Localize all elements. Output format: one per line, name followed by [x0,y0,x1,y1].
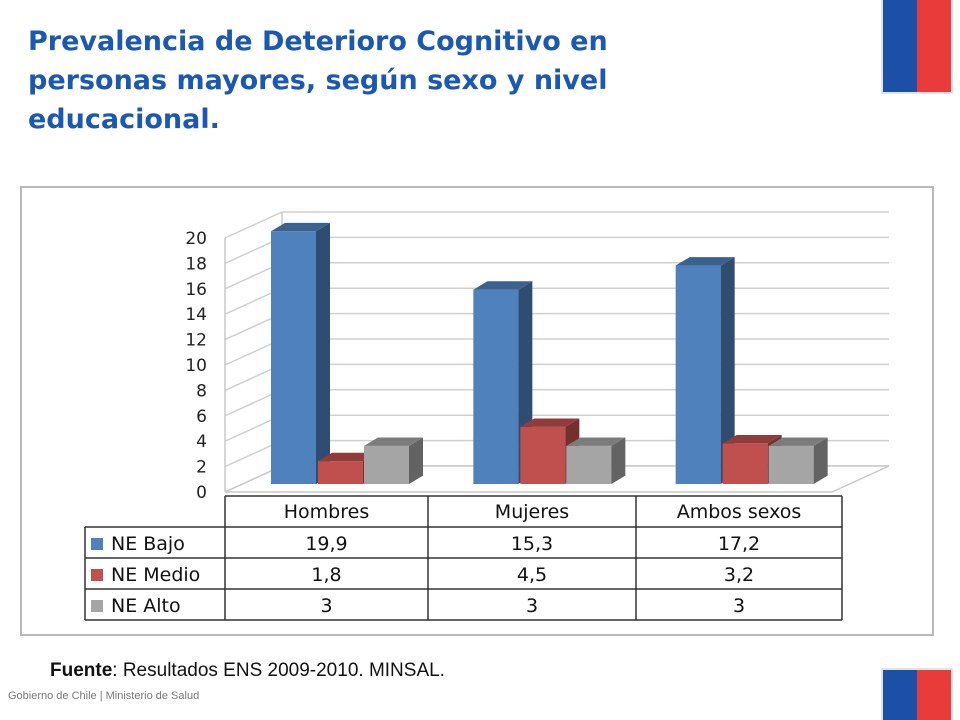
category-label: Hombres [284,501,369,523]
data-label: 3,2 [724,564,754,586]
chile-flag-bottom [883,670,951,720]
bar-side [409,437,423,484]
bar-front [675,265,721,484]
bar-front [271,231,316,484]
category-label: Ambos sexos [677,501,802,523]
y-tick-label: 4 [196,432,207,452]
data-label: 1,8 [311,564,341,586]
y-tick-label: 6 [196,407,207,427]
bar-side [316,222,330,484]
y-tick-label: 14 [185,305,207,325]
bar-top [675,257,735,266]
bar-top [722,434,782,444]
bar-front [722,443,768,484]
bar-side [720,257,735,484]
bar-front [364,445,409,484]
slide-title: Prevalencia de Deterioro Cognitivo en pe… [28,26,608,135]
bar-top [520,418,580,427]
series-label: NE Medio [111,564,200,586]
source-note: Fuente: Resultados ENS 2009-2010. MINSAL… [50,660,445,682]
bar-front [768,445,814,484]
bar-front [318,461,363,484]
prevalence-chart: 0 2 4 6 8 10 12 14 16 18 20 Hombres Mujeres Ambos sex… [84,211,890,621]
data-label: 17,2 [718,533,760,555]
bar-front [473,289,519,484]
bar-top [566,437,626,446]
bar-front [566,445,612,484]
data-label: 15,3 [511,533,553,555]
bar-top [768,437,828,446]
footer-credit: Gobierno de Chile | Ministerio de Salud [8,690,200,702]
bar-front [520,426,566,484]
bar-side [611,437,626,484]
y-tick-label: 16 [185,280,207,300]
bar-top [271,222,330,232]
y-tick-label: 0 [196,483,207,503]
source-text: : Resultados ENS 2009-2010. MINSAL. [112,660,445,681]
chart-panel: 0 2 4 6 8 10 12 14 16 18 20 Hombres Mujeres Ambos sex… [20,186,934,636]
source-label: Fuente [50,660,113,681]
y-tick-label: 10 [185,356,207,376]
y-tick-label: 8 [196,381,207,401]
data-label: 3 [526,595,538,617]
y-tick-label: 20 [185,229,207,249]
category-label: Mujeres [495,501,569,523]
data-label: 3 [733,595,745,617]
bar-side [813,437,828,484]
series-label: NE Alto [111,595,181,617]
legend-swatch [91,538,103,550]
legend-swatch [91,600,103,612]
data-label: 19,9 [305,533,347,555]
bar-top [473,281,533,290]
chile-flag-top [883,0,951,92]
data-label: 3 [320,595,332,617]
bar-top [318,452,377,462]
data-label: 4,5 [517,564,547,586]
legend-swatch [91,569,103,581]
series-label: NE Bajo [111,533,185,555]
y-tick-label: 18 [185,254,207,274]
y-tick-label: 2 [196,458,207,478]
y-tick-label: 12 [185,331,207,351]
bar-top [364,437,423,446]
